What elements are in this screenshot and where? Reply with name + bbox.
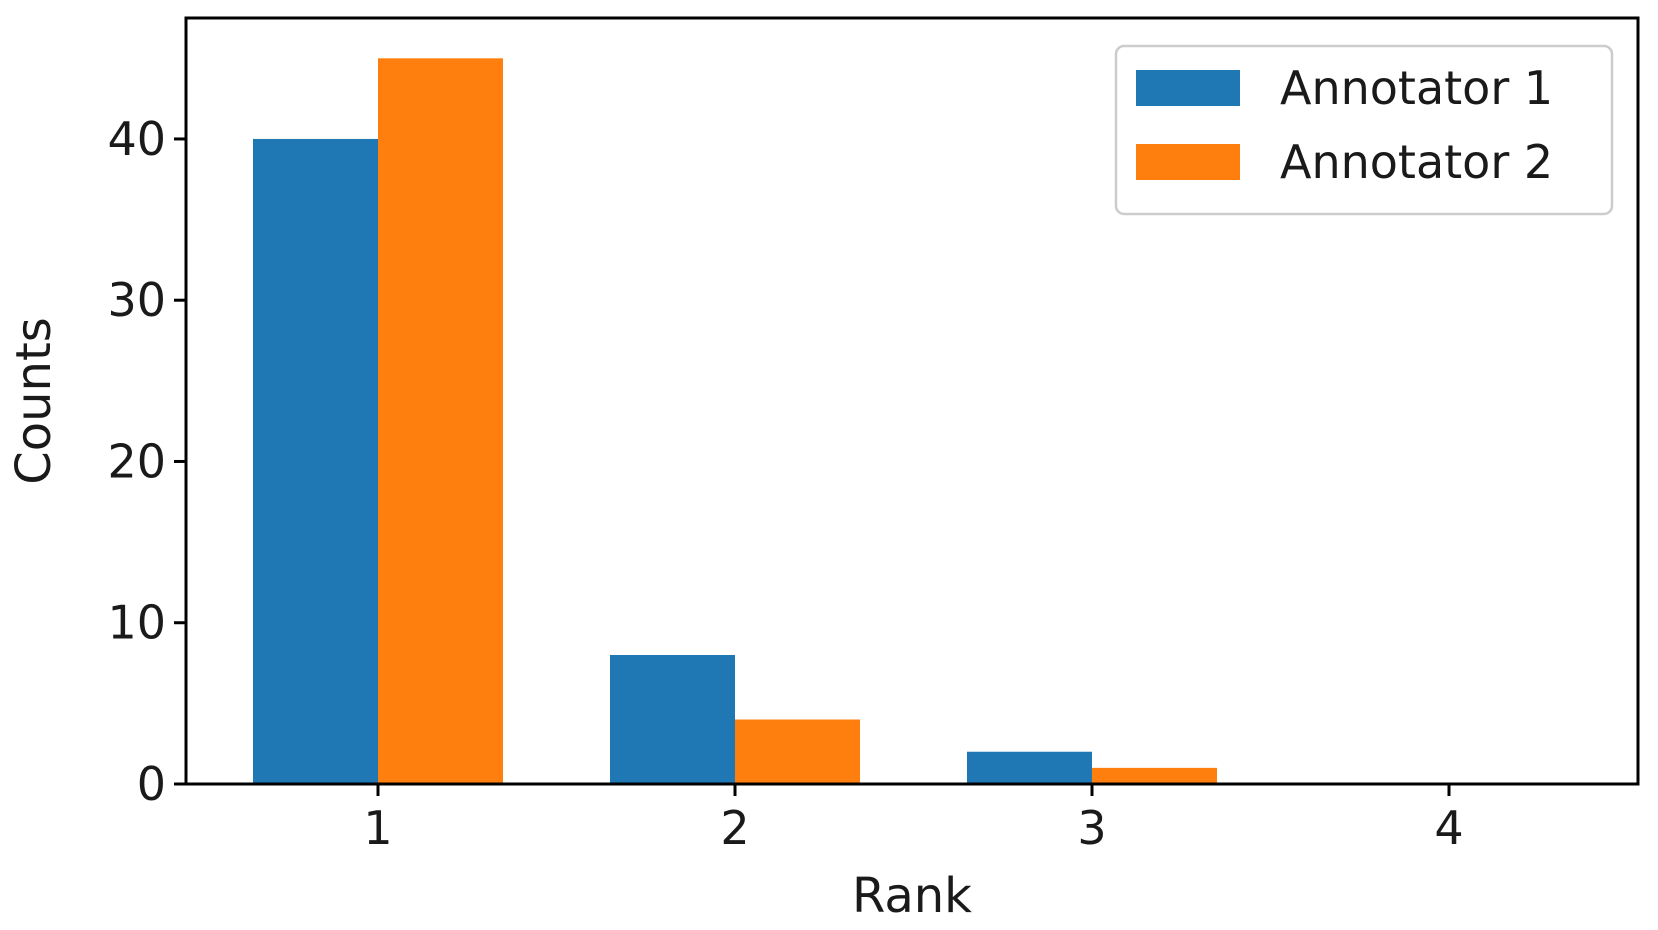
bars-group — [253, 58, 1217, 784]
legend-swatch-2 — [1136, 144, 1240, 180]
bar-1-3 — [967, 751, 1092, 784]
y-tick-label: 40 — [107, 112, 166, 166]
x-tick-label: 2 — [720, 801, 749, 855]
legend-label-1: Annotator 1 — [1280, 61, 1553, 115]
bar-1-1 — [253, 138, 378, 784]
legend-label-2: Annotator 2 — [1280, 135, 1553, 189]
y-axis-ticks: 0 10 20 30 40 — [107, 112, 186, 811]
legend: Annotator 1 Annotator 2 — [1114, 44, 1614, 216]
bar-2-3 — [1092, 767, 1217, 784]
bar-2-1 — [378, 58, 503, 784]
y-tick-label: 20 — [107, 434, 166, 488]
y-tick-label: 30 — [107, 273, 166, 327]
bar-1-2 — [610, 654, 735, 784]
x-tick-label: 3 — [1077, 801, 1106, 855]
y-tick-label: 0 — [137, 757, 166, 811]
bar-2-2 — [735, 719, 860, 784]
legend-swatch-1 — [1136, 70, 1240, 106]
y-axis-label: Counts — [6, 317, 62, 485]
plot-frame — [184, 16, 1640, 786]
x-tick-label: 4 — [1434, 801, 1463, 855]
y-tick-label: 10 — [107, 596, 166, 650]
x-tick-label: 1 — [363, 801, 392, 855]
x-axis-ticks: 1 2 3 4 — [363, 784, 1464, 855]
x-axis-label: Rank — [852, 868, 972, 924]
